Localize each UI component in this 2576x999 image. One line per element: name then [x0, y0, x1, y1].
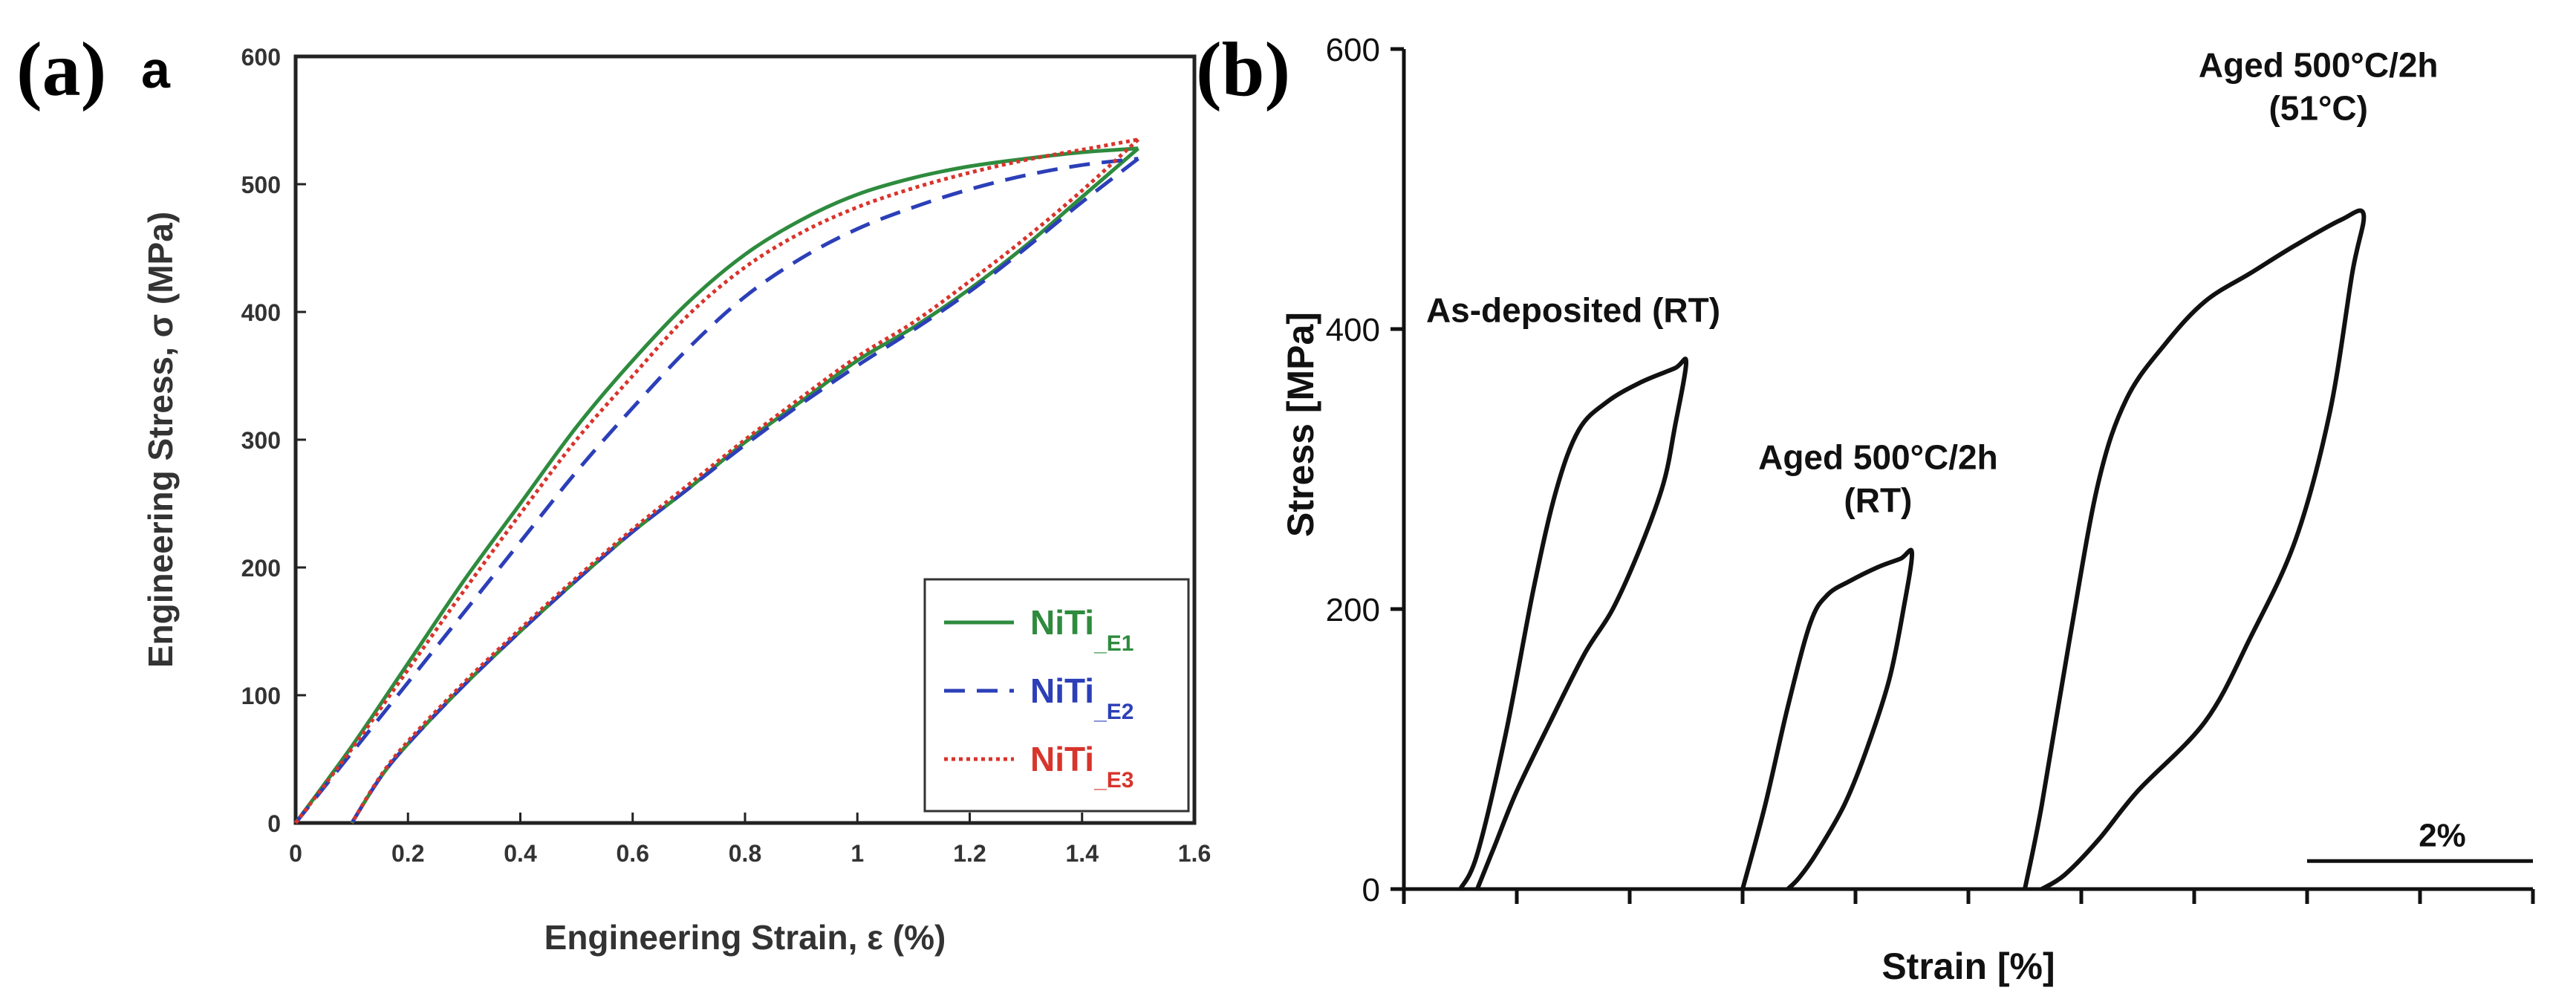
chart-a-legend-box: [923, 578, 1190, 813]
chart-a-series-niti-e2-unloading: [350, 157, 1139, 824]
chart-a-y-axis-label: Engineering Stress, σ (MPa): [141, 212, 180, 668]
chart-a-x-tick-label: 0.6: [617, 840, 649, 867]
chart-a-x-axis-label: Engineering Strain, ε (%): [544, 918, 946, 957]
chart-b-annotation-line: As-deposited (RT): [1426, 291, 1720, 330]
panel-a-label: (a): [16, 27, 106, 112]
chart-b-ticks: 0 200 400 600: [1326, 32, 2535, 908]
chart-b-y-tick-label: 400: [1326, 312, 1380, 348]
chart-b-y-tick-label: 200: [1326, 592, 1380, 628]
chart-a-legend-label-main: NiTi: [1030, 671, 1094, 710]
chart-b-series-loop: [1740, 547, 1915, 891]
chart-b-series: [1458, 208, 2367, 891]
chart-a-legend-label: NiTi_E2: [1030, 671, 1133, 724]
chart-a-legend-label: NiTi_E1: [1030, 603, 1133, 656]
panel-a-inner-label: a: [141, 41, 171, 99]
chart-a-x-tick-label: 1.4: [1066, 840, 1099, 867]
chart-a-x-tick-label: 0: [289, 840, 302, 867]
panel-b-label: (b): [1196, 27, 1290, 112]
chart-a-y-tick-label: 0: [267, 810, 281, 837]
chart-b-annotation: Aged 500°C/2h (RT): [1758, 438, 1998, 520]
chart-a-x-tick-label: 0.4: [504, 840, 537, 867]
chart-a-series-niti-e1-loading: [293, 146, 1139, 824]
chart-a-ticks: 0 0.2 0.4 0.6 0.8 1 1.2 1.4 1.6 0 100 200 300 400 500 6…: [241, 44, 1211, 867]
chart-b-x-axis-label: Strain [%]: [1881, 946, 2055, 987]
chart-a-legend-label: NiTi_E3: [1030, 740, 1133, 793]
chart-a-y-tick-label: 300: [241, 427, 281, 454]
chart-a-series: [293, 137, 1140, 824]
chart-b-y-axis-label: Stress [MPa]: [1280, 312, 1321, 537]
chart-b-annotation-line: Aged 500°C/2h: [1758, 438, 1998, 477]
chart-b-series-loop: [1458, 357, 1688, 891]
chart-a-y-tick-label: 400: [241, 299, 281, 326]
chart-b-annotation: Aged 500°C/2h (51°C): [2199, 46, 2439, 128]
chart-b-annotations: As-deposited (RT)Aged 500°C/2h (RT)Aged 5…: [1426, 46, 2439, 520]
chart-b-y-tick-label: 600: [1326, 32, 1380, 68]
chart-a-legend-label-main: NiTi: [1030, 603, 1094, 642]
chart-a-legend-label-subscript: _E1: [1093, 631, 1133, 656]
chart-b: 0 200 400 600 As-deposited (RT) Aged 500°C/2…: [1280, 32, 2535, 987]
chart-b-scale-bar-label: 2%: [2419, 817, 2466, 853]
chart-a: 0 0.2 0.4 0.6 0.8 1 1.2 1.4 1.6 0 100 200 300 400 500 6…: [141, 44, 1211, 957]
chart-a-legend-label-subscript: _E2: [1093, 700, 1133, 724]
chart-a-x-tick-label: 1.2: [953, 840, 986, 867]
chart-b-annotation-line: (51°C): [2268, 89, 2367, 128]
chart-a-x-tick-label: 1: [850, 840, 864, 867]
chart-b-annotation-line: (RT): [1844, 481, 1912, 520]
chart-a-y-tick-label: 200: [241, 555, 281, 582]
chart-a-series-niti-e3-unloading: [350, 137, 1140, 824]
chart-b-series-loop: [2023, 208, 2367, 891]
chart-a-series-niti-e2-loading: [294, 157, 1139, 824]
chart-a-legend-label-main: NiTi: [1030, 740, 1094, 778]
chart-b-annotation-line: Aged 500°C/2h: [2199, 46, 2439, 85]
chart-a-series-niti-e3-loading: [294, 137, 1139, 824]
chart-b-annotation: As-deposited (RT): [1426, 291, 1720, 330]
chart-a-y-tick-label: 100: [241, 683, 281, 709]
chart-a-x-tick-label: 1.6: [1178, 840, 1211, 867]
chart-a-y-tick-label: 500: [241, 172, 281, 198]
chart-a-x-tick-label: 0.2: [391, 840, 424, 867]
chart-a-x-tick-label: 0.8: [729, 840, 761, 867]
chart-b-y-tick-label: 0: [1362, 872, 1380, 908]
chart-a-y-tick-label: 600: [241, 44, 281, 71]
chart-a-legend-label-subscript: _E3: [1093, 768, 1133, 793]
